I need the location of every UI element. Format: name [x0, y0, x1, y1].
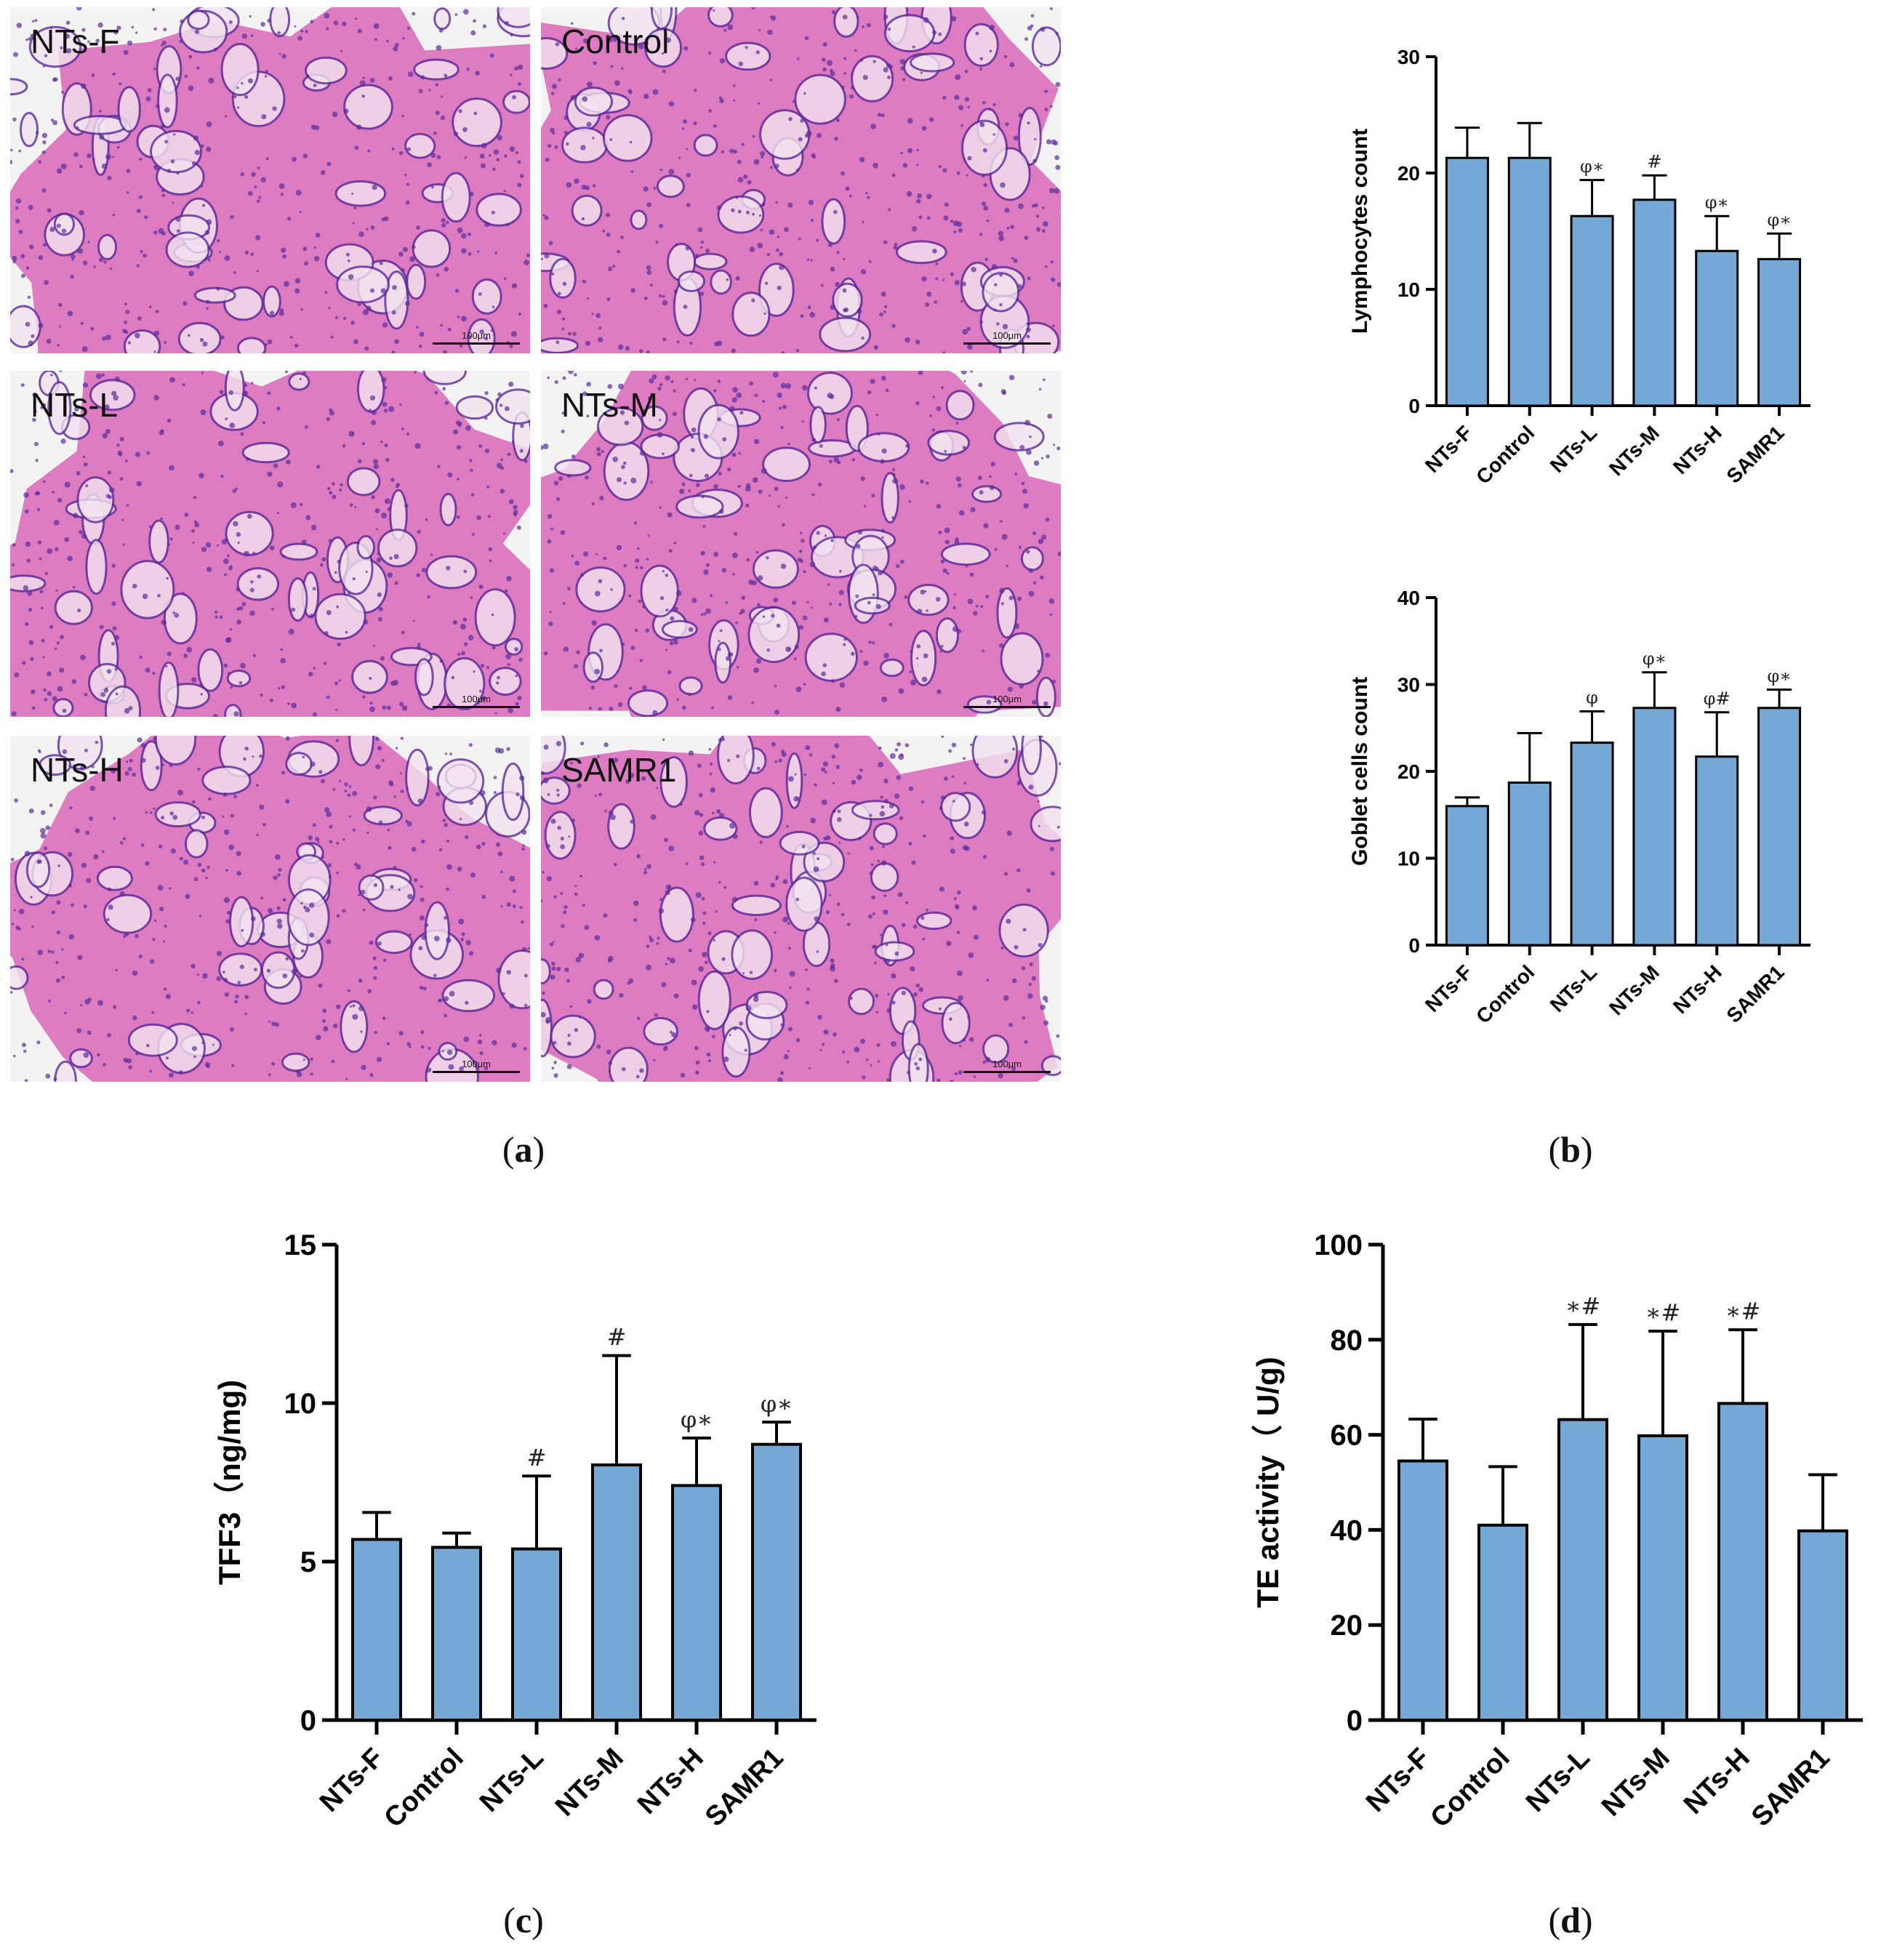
- image-label: NTs-L: [31, 386, 119, 424]
- image-label: NTs-F: [31, 23, 120, 60]
- tissue-texture: [541, 7, 1061, 353]
- caption-c: (c): [503, 1900, 544, 1940]
- y-axis-label: TFF3（ng/mg): [212, 1380, 246, 1585]
- category-label: Control: [1425, 1743, 1516, 1834]
- y-tick-label: 5: [300, 1546, 316, 1578]
- y-tick-label: 20: [1331, 1610, 1363, 1642]
- y-tick-label: 0: [1347, 1705, 1363, 1737]
- bar: [1557, 1418, 1608, 1722]
- significance-mark: #: [527, 1444, 547, 1471]
- tissue-texture: [541, 371, 1061, 717]
- histology-image-samr1: SAMR1 100μm: [541, 736, 1061, 1082]
- significance-mark: ∗#: [1565, 1292, 1601, 1320]
- y-axis-label: TE activity（ U/g): [1251, 1357, 1285, 1607]
- bar: [1507, 156, 1552, 407]
- y-tick-label: 100: [1314, 1229, 1363, 1261]
- histology-image-ntsm: NTs-M 100μm: [541, 371, 1061, 717]
- bar: [1695, 249, 1739, 407]
- tissue-texture: [10, 371, 530, 717]
- significance-mark: φ: [1586, 688, 1598, 708]
- y-tick-label: 0: [300, 1705, 316, 1737]
- y-tick-label: 20: [1397, 760, 1420, 783]
- bar: [1477, 1523, 1528, 1722]
- bar: [1397, 1459, 1448, 1722]
- y-tick-label: 40: [1331, 1514, 1363, 1546]
- bar: [1717, 1402, 1768, 1722]
- image-label: NTs-H: [31, 751, 124, 789]
- caption-d: (d): [1548, 1900, 1593, 1940]
- bar: [511, 1547, 562, 1722]
- bar: [591, 1463, 642, 1722]
- significance-mark: φ∗: [1643, 648, 1667, 669]
- significance-mark: #: [1647, 151, 1661, 172]
- bar: [1797, 1529, 1848, 1722]
- significance-mark: φ∗: [1705, 192, 1729, 212]
- bar: [1445, 156, 1489, 407]
- y-tick-label: 40: [1397, 587, 1420, 609]
- significance-mark: φ∗: [761, 1390, 793, 1418]
- scale-bar: 100μm: [963, 1059, 1051, 1073]
- y-tick-label: 30: [1397, 46, 1420, 68]
- tissue-texture: [10, 736, 530, 1082]
- y-tick-label: 10: [1397, 278, 1420, 301]
- bar: [1637, 1434, 1688, 1722]
- significance-mark: φ∗: [1580, 156, 1604, 177]
- y-tick-label: 20: [1397, 162, 1420, 185]
- tissue-texture: [541, 736, 1061, 1082]
- bar: [1570, 742, 1614, 947]
- histology-image-ntsl: NTs-L 100μm: [10, 371, 530, 717]
- bar: [1757, 257, 1802, 407]
- scale-bar: 100μm: [963, 694, 1051, 708]
- category-label: NTs-M: [1596, 1743, 1676, 1823]
- category-label: NTs-H: [1678, 1743, 1756, 1820]
- significance-mark: φ∗: [1768, 209, 1792, 230]
- y-tick-label: 30: [1397, 673, 1420, 696]
- scale-bar: 100μm: [963, 330, 1051, 345]
- y-tick-label: 10: [284, 1388, 317, 1420]
- y-axis-label: Goblet cells count: [1348, 677, 1372, 866]
- y-tick-label: 10: [1397, 847, 1420, 869]
- scale-bar: 100μm: [433, 694, 520, 708]
- significance-mark: φ∗: [681, 1406, 713, 1434]
- scale-bar: 100μm: [433, 1059, 520, 1073]
- image-label: Control: [561, 23, 670, 60]
- y-tick-label: 0: [1408, 934, 1420, 957]
- image-label: SAMR1: [561, 751, 677, 789]
- histology-image-control: Control 100μm: [541, 7, 1061, 353]
- histology-image-ntsf: NTs-F 100μm: [10, 7, 530, 353]
- caption-a: (a): [502, 1129, 545, 1170]
- category-label: NTs-L: [1520, 1743, 1596, 1818]
- y-tick-label: 0: [1408, 395, 1420, 417]
- significance-mark: ∗#: [1725, 1298, 1761, 1325]
- significance-mark: #: [607, 1323, 627, 1351]
- significance-mark: φ∗: [1768, 666, 1792, 686]
- significance-mark: ∗#: [1645, 1299, 1681, 1327]
- significance-mark: φ#: [1704, 688, 1730, 709]
- y-tick-label: 80: [1331, 1325, 1363, 1357]
- image-label: NTs-M: [561, 386, 658, 424]
- tissue-texture: [10, 7, 530, 353]
- category-label: SAMR1: [1746, 1743, 1836, 1833]
- y-tick-label: 60: [1331, 1420, 1363, 1452]
- scale-bar: 100μm: [433, 330, 520, 345]
- category-label: NTs-F: [1360, 1743, 1436, 1818]
- y-axis-label: Lymphocytes count: [1348, 129, 1372, 334]
- bar: [1757, 707, 1802, 947]
- caption-b: (b): [1548, 1129, 1593, 1170]
- histology-image-ntsh: NTs-H 100μm: [10, 736, 530, 1082]
- bar: [1507, 782, 1552, 947]
- y-tick-label: 15: [284, 1229, 317, 1261]
